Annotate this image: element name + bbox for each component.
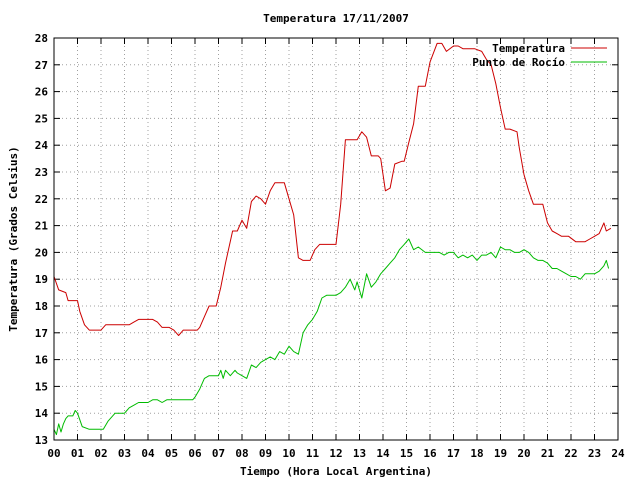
x-tick-label: 08 bbox=[235, 447, 248, 460]
y-tick-label: 27 bbox=[35, 59, 48, 72]
y-tick-label: 16 bbox=[35, 354, 49, 367]
x-tick-label: 21 bbox=[541, 447, 555, 460]
legend-label-punto-de-rocio: Punto de Rocío bbox=[472, 56, 565, 69]
legend: Temperatura Punto de Rocío bbox=[472, 42, 607, 69]
y-tick-label: 13 bbox=[35, 434, 48, 447]
legend-label-temperatura: Temperatura bbox=[492, 42, 565, 55]
x-axis-label: Tiempo (Hora Local Argentina) bbox=[240, 465, 432, 478]
y-tick-label: 17 bbox=[35, 327, 48, 340]
x-tick-label: 16 bbox=[423, 447, 437, 460]
x-tick-label: 17 bbox=[447, 447, 460, 460]
y-tick-label: 18 bbox=[35, 300, 48, 313]
grid-lines bbox=[54, 38, 618, 440]
y-axis-label: Temperatura (Grados Celsius) bbox=[7, 146, 20, 331]
x-tick-label: 06 bbox=[188, 447, 202, 460]
chart-title: Temperatura 17/11/2007 bbox=[263, 12, 409, 25]
y-tick-label: 20 bbox=[35, 246, 48, 259]
x-tick-label: 09 bbox=[259, 447, 272, 460]
y-tick-label: 23 bbox=[35, 166, 48, 179]
y-tick-label: 19 bbox=[35, 273, 48, 286]
x-tick-label: 10 bbox=[282, 447, 295, 460]
x-tick-label: 00 bbox=[47, 447, 60, 460]
x-tick-label: 22 bbox=[564, 447, 577, 460]
plot-frame bbox=[53, 37, 619, 441]
x-tick-label: 15 bbox=[400, 447, 413, 460]
x-tick-label: 13 bbox=[353, 447, 366, 460]
x-tick-label: 14 bbox=[376, 447, 390, 460]
x-axis-ticks: 00 01 02 03 04 05 06 07 08 09 10 11 12 13 14 15 16 17 18 19… bbox=[47, 38, 625, 460]
y-axis-ticks: 13 14 15 16 17 18 19 20 21 22 23 24 25 26 27 28 bbox=[35, 32, 618, 447]
series-layer bbox=[53, 42, 612, 436]
x-tick-label: 18 bbox=[470, 447, 483, 460]
y-tick-label: 21 bbox=[35, 220, 49, 233]
x-tick-label: 20 bbox=[517, 447, 530, 460]
y-tick-label: 26 bbox=[35, 86, 49, 99]
x-tick-label: 02 bbox=[94, 447, 107, 460]
series-line-punto-de-rocio bbox=[53, 238, 610, 436]
x-tick-label: 19 bbox=[494, 447, 507, 460]
x-tick-label: 04 bbox=[141, 447, 155, 460]
y-tick-label: 14 bbox=[35, 407, 49, 420]
x-tick-label: 12 bbox=[329, 447, 342, 460]
y-tick-label: 22 bbox=[35, 193, 48, 206]
x-tick-label: 11 bbox=[306, 447, 320, 460]
y-tick-label: 28 bbox=[35, 32, 48, 45]
y-tick-label: 15 bbox=[35, 380, 48, 393]
y-tick-label: 24 bbox=[35, 139, 49, 152]
x-tick-label: 03 bbox=[118, 447, 131, 460]
series-line-temperatura bbox=[53, 42, 612, 336]
x-tick-label: 23 bbox=[588, 447, 601, 460]
x-tick-label: 07 bbox=[212, 447, 225, 460]
x-tick-label: 01 bbox=[71, 447, 85, 460]
x-tick-label: 24 bbox=[611, 447, 625, 460]
x-tick-label: 05 bbox=[165, 447, 178, 460]
y-tick-label: 25 bbox=[35, 112, 48, 125]
